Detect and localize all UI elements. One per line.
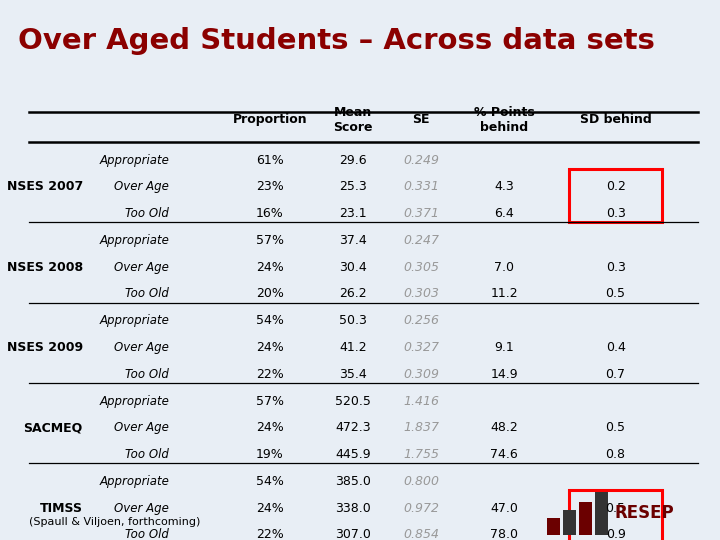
Text: 78.0: 78.0 (490, 529, 518, 540)
Text: SD behind: SD behind (580, 113, 652, 126)
Text: 0.4: 0.4 (606, 341, 626, 354)
Text: 23.1: 23.1 (339, 207, 366, 220)
Text: 472.3: 472.3 (335, 421, 371, 434)
Text: 35.4: 35.4 (339, 368, 366, 381)
Text: 0.371: 0.371 (403, 207, 439, 220)
Text: Appropriate: Appropriate (99, 153, 169, 166)
Text: 30.4: 30.4 (339, 261, 366, 274)
Text: 0.854: 0.854 (403, 529, 439, 540)
Text: 1.755: 1.755 (403, 448, 439, 461)
Text: 0.5: 0.5 (606, 502, 626, 515)
Text: 61%: 61% (256, 153, 284, 166)
Text: 0.972: 0.972 (403, 502, 439, 515)
Text: 0.9: 0.9 (606, 529, 626, 540)
Text: TIMSS: TIMSS (40, 502, 83, 515)
Text: 54%: 54% (256, 314, 284, 327)
Text: 74.6: 74.6 (490, 448, 518, 461)
Text: Over Aged Students – Across data sets: Over Aged Students – Across data sets (18, 28, 655, 56)
Bar (563, 510, 576, 535)
Text: Over Age: Over Age (114, 421, 169, 434)
Text: 22%: 22% (256, 368, 284, 381)
Text: 0.8: 0.8 (606, 448, 626, 461)
Bar (569, 490, 662, 540)
Text: Appropriate: Appropriate (99, 475, 169, 488)
Text: 0.3: 0.3 (606, 261, 626, 274)
Text: 23%: 23% (256, 180, 284, 193)
Text: 0.309: 0.309 (403, 368, 439, 381)
Text: 50.3: 50.3 (339, 314, 366, 327)
Text: 0.303: 0.303 (403, 287, 439, 300)
Text: Too Old: Too Old (125, 287, 169, 300)
Text: Too Old: Too Old (125, 448, 169, 461)
Text: 24%: 24% (256, 341, 284, 354)
Text: 24%: 24% (256, 502, 284, 515)
Text: 0.247: 0.247 (403, 234, 439, 247)
Text: 9.1: 9.1 (494, 341, 514, 354)
Text: 24%: 24% (256, 421, 284, 434)
Text: 0.256: 0.256 (403, 314, 439, 327)
Text: 25.3: 25.3 (339, 180, 366, 193)
Text: 24%: 24% (256, 261, 284, 274)
Text: 7.0: 7.0 (494, 261, 514, 274)
Text: 520.5: 520.5 (335, 395, 371, 408)
Text: 14.9: 14.9 (490, 368, 518, 381)
Text: Appropriate: Appropriate (99, 234, 169, 247)
Text: 0.3: 0.3 (606, 207, 626, 220)
Text: 11.2: 11.2 (490, 287, 518, 300)
Text: 1.837: 1.837 (403, 421, 439, 434)
Text: 16%: 16% (256, 207, 284, 220)
Text: Over Age: Over Age (114, 261, 169, 274)
Text: 41.2: 41.2 (339, 341, 366, 354)
Text: Too Old: Too Old (125, 529, 169, 540)
Text: 47.0: 47.0 (490, 502, 518, 515)
Bar (569, 169, 662, 222)
Text: Over Age: Over Age (114, 341, 169, 354)
Text: 0.331: 0.331 (403, 180, 439, 193)
Text: 26.2: 26.2 (339, 287, 366, 300)
Text: 0.305: 0.305 (403, 261, 439, 274)
Text: 0.5: 0.5 (606, 421, 626, 434)
Text: 20%: 20% (256, 287, 284, 300)
Text: 1.416: 1.416 (403, 395, 439, 408)
Text: RESEP: RESEP (614, 504, 674, 522)
Text: (Spaull & Viljoen, forthcoming): (Spaull & Viljoen, forthcoming) (29, 517, 200, 526)
Bar (579, 502, 592, 535)
Text: 19%: 19% (256, 448, 284, 461)
Text: 445.9: 445.9 (335, 448, 371, 461)
Text: % Points
behind: % Points behind (474, 106, 534, 134)
Text: 57%: 57% (256, 395, 284, 408)
Text: 0.5: 0.5 (606, 287, 626, 300)
Text: 57%: 57% (256, 234, 284, 247)
Text: 4.3: 4.3 (494, 180, 514, 193)
Text: 0.2: 0.2 (606, 180, 626, 193)
Text: Too Old: Too Old (125, 368, 169, 381)
Text: 48.2: 48.2 (490, 421, 518, 434)
Text: Proportion: Proportion (233, 113, 307, 126)
Text: Over Age: Over Age (114, 502, 169, 515)
Text: Appropriate: Appropriate (99, 395, 169, 408)
Text: Appropriate: Appropriate (99, 314, 169, 327)
Text: 338.0: 338.0 (335, 502, 371, 515)
Text: NSES 2007: NSES 2007 (6, 180, 83, 193)
Text: 0.327: 0.327 (403, 341, 439, 354)
Text: 6.4: 6.4 (494, 207, 514, 220)
Text: NSES 2009: NSES 2009 (6, 341, 83, 354)
Text: 0.7: 0.7 (606, 368, 626, 381)
Text: SACMEQ: SACMEQ (24, 421, 83, 434)
Text: 29.6: 29.6 (339, 153, 366, 166)
Text: Over Age: Over Age (114, 180, 169, 193)
Text: 307.0: 307.0 (335, 529, 371, 540)
Text: Mean
Score: Mean Score (333, 106, 372, 134)
Bar (595, 491, 608, 535)
Text: Too Old: Too Old (125, 207, 169, 220)
Text: 37.4: 37.4 (339, 234, 366, 247)
Bar (547, 518, 560, 535)
Text: SE: SE (413, 113, 430, 126)
Text: 385.0: 385.0 (335, 475, 371, 488)
Text: 54%: 54% (256, 475, 284, 488)
Text: 0.800: 0.800 (403, 475, 439, 488)
Text: 0.249: 0.249 (403, 153, 439, 166)
Text: 22%: 22% (256, 529, 284, 540)
Text: NSES 2008: NSES 2008 (6, 261, 83, 274)
